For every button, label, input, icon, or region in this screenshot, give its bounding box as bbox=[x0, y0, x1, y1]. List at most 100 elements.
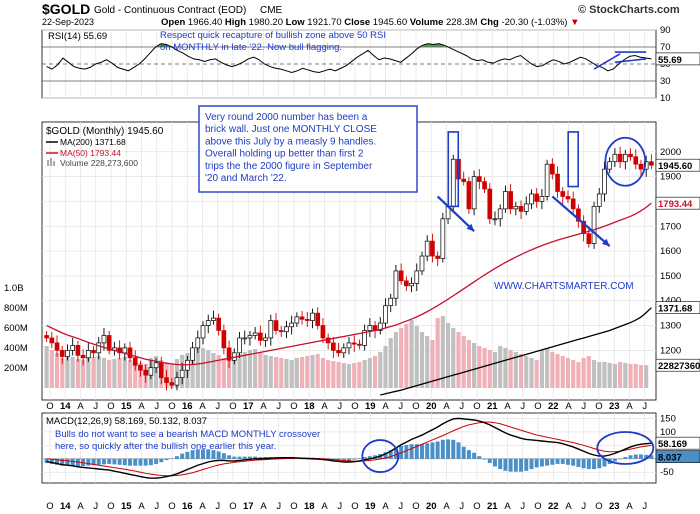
volume-bar bbox=[81, 360, 86, 388]
candle-body bbox=[419, 255, 425, 272]
volume-bar bbox=[268, 356, 273, 388]
candle-body bbox=[54, 342, 60, 351]
macd-histogram-bar bbox=[367, 456, 372, 459]
volume-bar bbox=[451, 328, 456, 388]
macd-histogram-bar bbox=[414, 444, 419, 459]
highlight-box bbox=[567, 131, 579, 188]
x-tick-label: A bbox=[504, 501, 511, 512]
candle-body bbox=[65, 350, 70, 357]
volume-bar bbox=[190, 350, 195, 388]
volume-bar bbox=[399, 328, 404, 388]
rsi-flag-bottom bbox=[614, 58, 647, 64]
candle-body bbox=[336, 350, 341, 354]
macd-histogram-bar bbox=[498, 458, 503, 470]
x-tick-label: A bbox=[443, 501, 450, 512]
volume-bar bbox=[253, 349, 258, 388]
macd-histogram-bar bbox=[101, 458, 106, 465]
candle-body bbox=[492, 218, 498, 221]
macd-histogram-bar bbox=[612, 458, 617, 462]
macd-histogram-bar bbox=[347, 458, 351, 461]
x-tick-label: J bbox=[337, 401, 342, 412]
candle-body bbox=[179, 369, 185, 379]
macd-histogram-bar bbox=[96, 458, 101, 465]
macd-histogram-bar bbox=[524, 458, 529, 471]
macd-histogram-bar bbox=[174, 456, 179, 459]
rsi-value-badge-bg bbox=[655, 52, 700, 66]
candle-body bbox=[252, 332, 258, 336]
macd-histogram-bar bbox=[247, 456, 252, 459]
x-tick-label: J bbox=[459, 501, 464, 512]
x-tick-label: A bbox=[382, 401, 389, 412]
candle-body bbox=[132, 357, 138, 366]
x-tick-label: A bbox=[138, 401, 145, 412]
rsi-annotation: Respect quick recapture of bullish zone … bbox=[160, 30, 386, 53]
chart-date: 22-Sep-2023 bbox=[42, 17, 94, 27]
macd-histogram-bar bbox=[169, 458, 174, 459]
macd-histogram-bar bbox=[60, 458, 65, 466]
rsi-tick-label: 70 bbox=[660, 42, 671, 53]
volume-bar bbox=[602, 362, 607, 388]
macd-histogram-bar bbox=[190, 450, 195, 459]
volume-bar bbox=[112, 359, 117, 388]
candle-body bbox=[143, 369, 148, 376]
volume-tick-label: 1.0B bbox=[4, 283, 24, 294]
volume-bar bbox=[127, 360, 133, 388]
macd-histogram-bar bbox=[227, 455, 232, 459]
candle-body bbox=[91, 350, 96, 354]
macd-histogram-bar bbox=[508, 458, 513, 472]
arrow-line bbox=[436, 195, 475, 233]
x-tick-label: O bbox=[46, 501, 53, 512]
x-tick-label: 23 bbox=[609, 501, 620, 512]
macd-histogram-bar bbox=[545, 458, 550, 466]
x-tick-label: A bbox=[138, 501, 145, 512]
volume-bar bbox=[54, 353, 60, 388]
price-tick-label: 1500 bbox=[660, 271, 681, 282]
x-tick-label: 15 bbox=[121, 501, 132, 512]
volume-bar bbox=[487, 350, 492, 388]
x-tick-label: O bbox=[534, 401, 541, 412]
exchange-label: CME bbox=[260, 5, 283, 16]
macd-tick-label: 150 bbox=[660, 413, 676, 424]
candle-body bbox=[310, 312, 315, 321]
axis-labels: OO1414AAJJOO1515AAJJOO1616AAJJOO1717AAJJ… bbox=[4, 25, 681, 512]
x-tick-label: 16 bbox=[182, 501, 193, 512]
x-tick-label: 17 bbox=[243, 401, 254, 412]
macd-histogram-bar bbox=[383, 452, 388, 459]
macd-histogram-bar bbox=[232, 456, 237, 459]
volume-bar bbox=[122, 357, 127, 388]
volume-bar bbox=[247, 350, 253, 388]
x-tick-label: J bbox=[276, 501, 281, 512]
volume-bar bbox=[623, 363, 628, 388]
macd-histogram-bar bbox=[487, 458, 492, 464]
macd-histogram-bar bbox=[86, 458, 91, 466]
symbol-title: $GOLD bbox=[42, 1, 90, 17]
macd-legend: MACD(12,26,9) 58.169, 50.132, 8.037 bbox=[46, 416, 207, 427]
candle-body bbox=[96, 342, 102, 354]
macd-value-badge-bg bbox=[655, 436, 700, 450]
macd-histogram-bar bbox=[148, 458, 153, 466]
macd-histogram-bar bbox=[529, 458, 534, 470]
macd-histogram-bar bbox=[456, 442, 461, 459]
x-tick-label: A bbox=[626, 401, 633, 412]
x-tick-label: J bbox=[154, 501, 159, 512]
candle-body bbox=[477, 176, 482, 182]
candle-body bbox=[284, 326, 289, 333]
macd-histogram-bar bbox=[341, 458, 346, 461]
volume-value-badge: 228273600 bbox=[658, 361, 700, 372]
macd-histogram-bar bbox=[633, 454, 638, 459]
volume-tick-label: 400M bbox=[4, 343, 28, 354]
x-tick-label: O bbox=[412, 501, 419, 512]
x-tick-label: J bbox=[520, 501, 525, 512]
macd-histogram-bar bbox=[592, 458, 597, 470]
x-tick-label: A bbox=[199, 501, 206, 512]
macd-histogram-bar bbox=[143, 458, 148, 466]
macd-histogram-bar bbox=[388, 450, 393, 459]
candle-body bbox=[466, 181, 472, 210]
volume-bar bbox=[644, 365, 649, 388]
candle-body bbox=[550, 163, 555, 175]
volume-bar bbox=[60, 358, 65, 388]
candle-body bbox=[70, 345, 76, 351]
candle-body bbox=[80, 354, 86, 359]
candle-body bbox=[278, 330, 284, 333]
histogram-value-badge: 8.037 bbox=[658, 453, 682, 464]
